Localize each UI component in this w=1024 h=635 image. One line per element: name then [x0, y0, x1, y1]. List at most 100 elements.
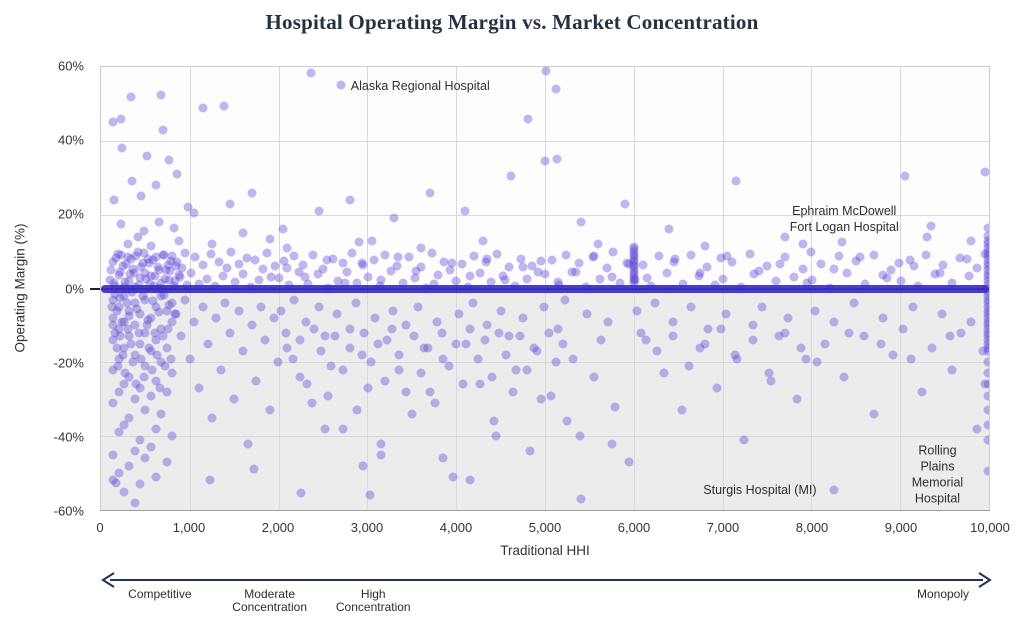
- data-point: [211, 313, 221, 323]
- data-point: [338, 258, 348, 268]
- data-point: [164, 300, 174, 310]
- data-point: [164, 155, 174, 165]
- data-point: [475, 379, 485, 389]
- data-point: [504, 262, 514, 272]
- data-point: [314, 206, 324, 216]
- data-point: [156, 90, 166, 100]
- data-point: [562, 416, 572, 426]
- data-point: [115, 267, 125, 277]
- data-point: [302, 379, 312, 389]
- data-point: [837, 237, 847, 247]
- data-point: [177, 263, 187, 273]
- data-point: [270, 261, 280, 271]
- data-point: [541, 67, 551, 76]
- data-point: [718, 274, 728, 284]
- data-point: [798, 239, 808, 249]
- data-point: [629, 275, 639, 285]
- data-point: [151, 252, 161, 262]
- data-point: [133, 247, 143, 257]
- y-tick-label: 60%: [57, 58, 84, 74]
- data-point: [121, 259, 131, 269]
- data-point: [152, 350, 162, 360]
- data-point: [144, 258, 154, 268]
- data-point: [260, 335, 270, 345]
- data-point: [394, 365, 404, 375]
- data-point: [124, 331, 134, 341]
- data-point: [282, 243, 292, 253]
- data-point: [320, 424, 330, 434]
- data-point: [983, 250, 989, 260]
- data-point: [289, 251, 299, 261]
- data-point: [607, 439, 617, 449]
- data-point: [859, 331, 869, 341]
- data-point: [282, 343, 292, 353]
- data-point: [234, 306, 244, 316]
- data-point: [629, 257, 639, 267]
- data-point: [947, 365, 957, 375]
- data-point: [265, 405, 275, 415]
- data-point: [686, 250, 696, 260]
- data-point: [146, 241, 156, 251]
- data-point: [546, 391, 556, 401]
- data-point: [432, 317, 442, 327]
- data-point: [116, 250, 126, 260]
- data-point: [113, 249, 123, 259]
- data-point: [882, 273, 892, 283]
- data-point: [148, 296, 158, 306]
- data-point: [109, 195, 119, 205]
- data-point: [359, 328, 369, 338]
- data-point: [551, 84, 561, 94]
- data-point: [596, 335, 606, 345]
- data-point: [425, 188, 435, 198]
- data-point: [454, 309, 464, 319]
- data-point: [116, 219, 126, 229]
- data-point: [938, 260, 948, 270]
- data-point: [202, 274, 212, 284]
- data-point: [123, 239, 133, 249]
- data-point: [124, 276, 134, 286]
- data-point: [382, 335, 392, 345]
- data-point: [812, 357, 822, 367]
- data-point: [553, 324, 563, 334]
- data-point: [117, 317, 127, 327]
- data-point: [126, 339, 136, 349]
- data-point: [983, 298, 989, 308]
- data-point: [780, 252, 790, 262]
- zero-margin-dense-band: [101, 284, 989, 293]
- data-point: [295, 335, 305, 345]
- data-point: [111, 478, 121, 488]
- data-point: [888, 350, 898, 360]
- data-point: [983, 466, 989, 476]
- data-point: [739, 435, 749, 445]
- data-point: [798, 264, 808, 274]
- data-point: [345, 195, 355, 205]
- data-point: [802, 278, 812, 288]
- data-point: [107, 302, 117, 312]
- data-point: [138, 258, 148, 268]
- data-point: [595, 274, 605, 284]
- data-point: [518, 262, 528, 272]
- data-point: [109, 278, 119, 288]
- data-point: [167, 317, 177, 327]
- y-tick-label: -20%: [53, 355, 84, 371]
- data-point: [141, 274, 151, 284]
- data-point: [451, 276, 461, 286]
- data-point: [469, 251, 479, 261]
- data-point: [256, 302, 266, 312]
- data-point: [278, 224, 288, 234]
- data-point: [983, 346, 989, 356]
- data-point: [789, 272, 799, 282]
- data-point: [527, 261, 537, 271]
- data-point: [352, 278, 362, 288]
- data-point: [404, 252, 414, 262]
- data-point: [771, 276, 781, 286]
- data-point: [386, 266, 396, 276]
- data-point: [571, 267, 581, 277]
- data-point: [136, 354, 146, 364]
- data-point: [468, 298, 478, 308]
- data-point: [294, 267, 304, 277]
- data-point: [964, 271, 974, 281]
- data-point: [416, 262, 426, 272]
- data-point: [955, 253, 965, 263]
- data-point: [154, 265, 164, 275]
